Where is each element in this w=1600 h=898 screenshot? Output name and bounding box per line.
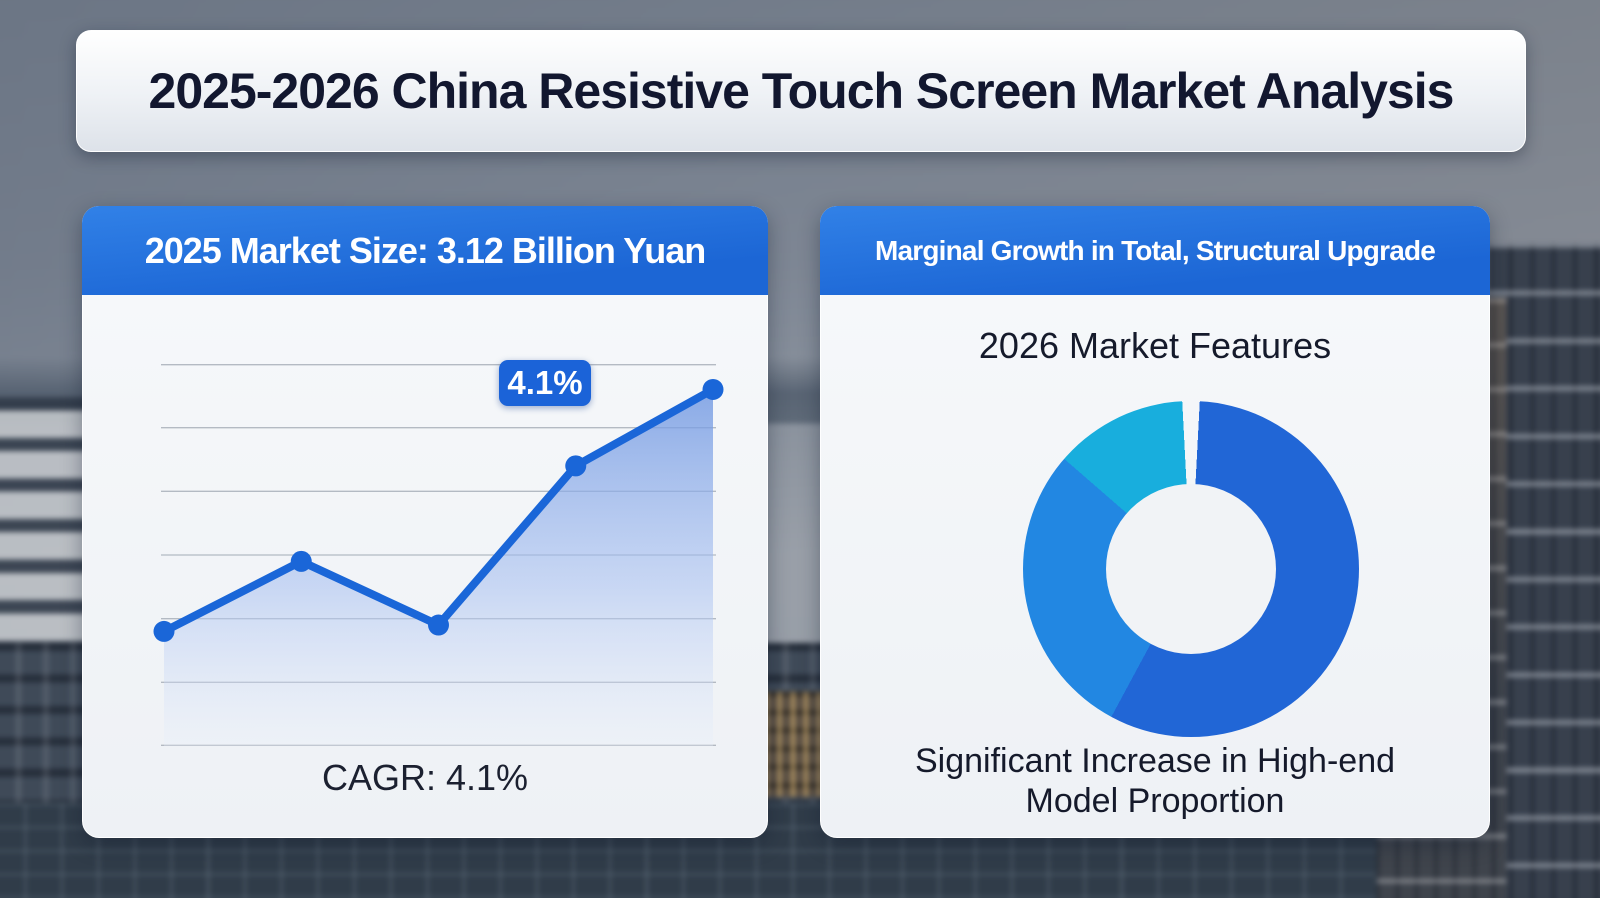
market-features-header-label: Marginal Growth in Total, Structural Upg… bbox=[874, 234, 1436, 266]
data-points bbox=[153, 378, 724, 642]
page-title: 2025-2026 China Resistive Touch Screen M… bbox=[148, 63, 1455, 119]
growth-rate-badge: 4.1% bbox=[499, 360, 591, 406]
market-size-card-header: 2025 Market Size: 3.12 Billion Yuan bbox=[82, 206, 768, 295]
title-banner: 2025-2026 China Resistive Touch Screen M… bbox=[76, 30, 1526, 152]
features-caption: Significant Increase in High-end Model P… bbox=[821, 741, 1489, 821]
features-subtitle: 2026 Market Features bbox=[978, 325, 1332, 366]
market-size-card: 2025 Market Size: 3.12 Billion Yuan 4.1%… bbox=[82, 206, 768, 838]
market-features-card-header: Marginal Growth in Total, Structural Upg… bbox=[820, 206, 1490, 295]
donut-chart bbox=[1023, 401, 1359, 737]
line-chart-svg bbox=[153, 364, 724, 746]
market-size-header-label: 2025 Market Size: 3.12 Billion Yuan bbox=[144, 229, 707, 271]
market-features-card: Marginal Growth in Total, Structural Upg… bbox=[820, 206, 1490, 838]
donut-hole bbox=[1106, 484, 1276, 654]
cagr-label: CAGR: 4.1% bbox=[321, 757, 529, 798]
line-chart: 4.1% bbox=[153, 360, 724, 746]
features-caption-text: Significant Increase in High-end Model P… bbox=[914, 742, 1396, 821]
chart-area-fill bbox=[164, 389, 713, 746]
background-tower-right bbox=[1488, 242, 1600, 898]
